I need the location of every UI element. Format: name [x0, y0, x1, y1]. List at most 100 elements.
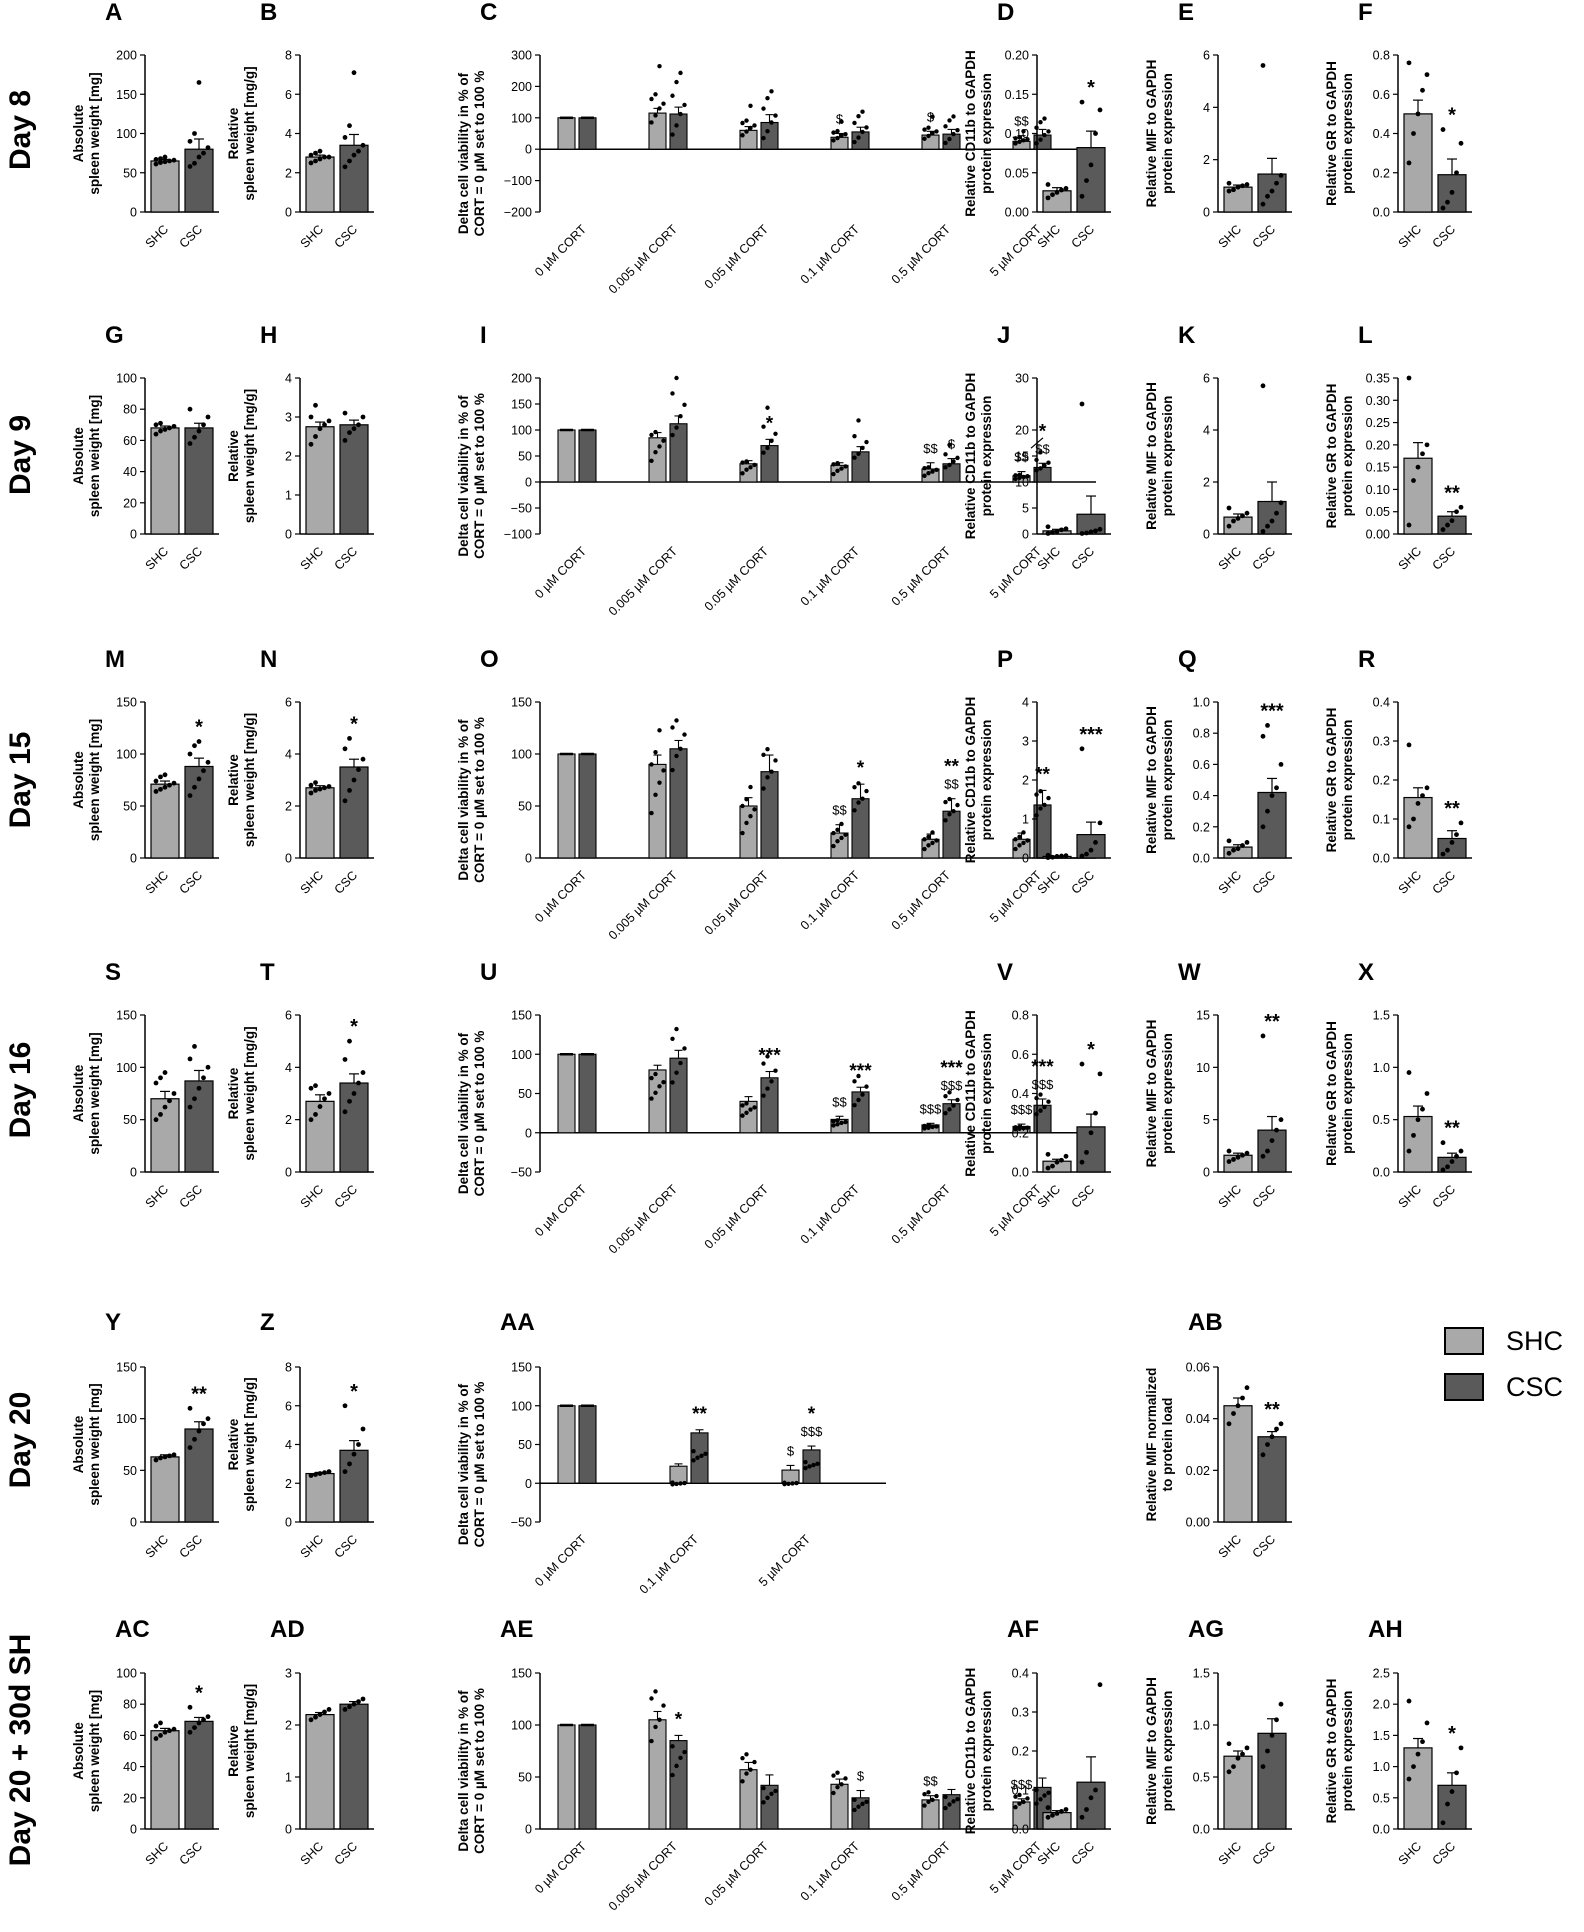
y-tick-label: 4	[285, 1061, 292, 1075]
x-tick-label: 5 µM CORT	[987, 1182, 1044, 1239]
data-point	[765, 1795, 770, 1801]
data-point	[744, 797, 749, 802]
x-tick-label: SHC	[298, 544, 327, 573]
data-point	[769, 1079, 774, 1084]
data-point	[360, 1070, 366, 1075]
data-point	[347, 158, 352, 164]
y-tick-label: 4	[285, 748, 292, 762]
data-point	[1059, 527, 1064, 533]
data-point	[1278, 1117, 1284, 1123]
y-tick-label: 0.04	[1186, 1412, 1210, 1426]
y-tick-label: 300	[511, 49, 532, 63]
y-tick-label: 100	[511, 748, 532, 762]
data-point	[1084, 530, 1089, 536]
data-point	[852, 1807, 857, 1813]
y-tick-label: 50	[518, 1771, 532, 1785]
significance-label: $$$	[1032, 1077, 1054, 1092]
data-point	[308, 1117, 314, 1123]
y-tick-label: −100	[504, 528, 532, 542]
data-point	[1226, 523, 1232, 529]
x-tick-label: SHC	[1216, 544, 1245, 573]
y-tick-label: 150	[511, 1361, 532, 1375]
y-tick-label: 6	[285, 1009, 292, 1023]
y-tick-label: 1.5	[1373, 1729, 1390, 1743]
data-point	[744, 1110, 749, 1115]
data-point	[162, 1104, 168, 1110]
data-point	[1063, 1807, 1069, 1812]
data-point	[1046, 1099, 1051, 1104]
panel-letter: AC	[115, 1616, 150, 1643]
data-point	[856, 418, 861, 423]
y-tick-label: 0.20	[1366, 438, 1390, 452]
data-point	[653, 750, 658, 755]
data-point	[1415, 111, 1421, 117]
y-tick-label: 2.0	[1373, 1698, 1390, 1712]
y-axis-label: protein expression	[1340, 396, 1355, 517]
y-tick-label: −50	[511, 1516, 532, 1530]
data-point	[1045, 195, 1051, 201]
y-axis-label: protein expression	[1160, 1691, 1175, 1812]
y-axis-label: CORT = 0 µM set to 100 %	[472, 1031, 487, 1197]
data-point	[356, 422, 361, 428]
bar	[557, 753, 576, 859]
y-tick-label: 0	[285, 1166, 292, 1180]
y-tick-label: 0.15	[1366, 461, 1390, 475]
y-tick-label: 0.0	[1012, 1166, 1029, 1180]
y-tick-label: 0.4	[1373, 127, 1390, 141]
significance-label: **	[191, 1383, 207, 1405]
panel-letter: AA	[500, 1309, 535, 1336]
significance-label: **	[1444, 1118, 1460, 1140]
y-tick-label: 6	[285, 696, 292, 710]
data-point	[317, 156, 323, 162]
data-point	[674, 1763, 679, 1769]
data-point	[1406, 522, 1412, 528]
data-point	[1042, 116, 1047, 121]
data-point	[744, 467, 749, 472]
data-point	[1017, 1801, 1022, 1806]
data-point	[649, 120, 654, 125]
data-point	[187, 793, 193, 798]
data-point	[351, 1701, 357, 1707]
data-point	[852, 808, 857, 813]
data-point	[761, 1785, 766, 1791]
y-tick-label: 0.00	[1366, 528, 1390, 542]
data-point	[167, 1098, 172, 1104]
significance-label: *	[350, 1381, 358, 1403]
panel-letter: N	[260, 646, 277, 673]
data-point	[313, 434, 318, 439]
data-point	[351, 777, 357, 783]
data-point	[839, 466, 844, 471]
data-point	[347, 1704, 352, 1710]
data-point	[187, 441, 193, 446]
x-tick-label: SHC	[1216, 222, 1245, 251]
x-tick-label: CSC	[1250, 1839, 1279, 1868]
day-label: Day 16	[4, 1042, 37, 1139]
y-tick-label: 0	[525, 476, 532, 490]
data-point	[769, 120, 774, 125]
significance-label: *	[1448, 1723, 1456, 1745]
data-point	[313, 158, 318, 164]
data-point	[187, 1445, 193, 1450]
y-tick-label: 0	[525, 1477, 532, 1491]
data-point	[1021, 830, 1026, 835]
data-point	[1021, 1799, 1026, 1805]
data-point	[1079, 99, 1085, 105]
data-point	[765, 445, 770, 451]
chart-panel-ag: AG Relative MIF to GAPDH protein expressio…	[1144, 1616, 1292, 1868]
day-label: Day 20	[4, 1392, 37, 1489]
y-tick-label: 10	[1196, 1061, 1210, 1075]
y-tick-label: 0.2	[1193, 820, 1210, 834]
data-point	[1235, 516, 1241, 521]
data-point	[1050, 854, 1055, 860]
bar	[739, 1769, 758, 1830]
significance-label: *	[195, 1682, 203, 1704]
y-tick-label: 0.4	[1012, 1667, 1029, 1681]
data-point	[951, 131, 956, 137]
y-tick-label: 0.0	[1373, 1166, 1390, 1180]
y-tick-label: 100	[116, 1061, 137, 1075]
bar	[184, 1720, 214, 1830]
data-point	[196, 428, 202, 434]
data-point	[1449, 1789, 1455, 1794]
chart-panel-a: A Absolute spleen weight [mg] 0 50 100 150 200 S…	[71, 0, 219, 251]
y-axis-label: Relative MIF to GAPDH	[1144, 1677, 1159, 1825]
